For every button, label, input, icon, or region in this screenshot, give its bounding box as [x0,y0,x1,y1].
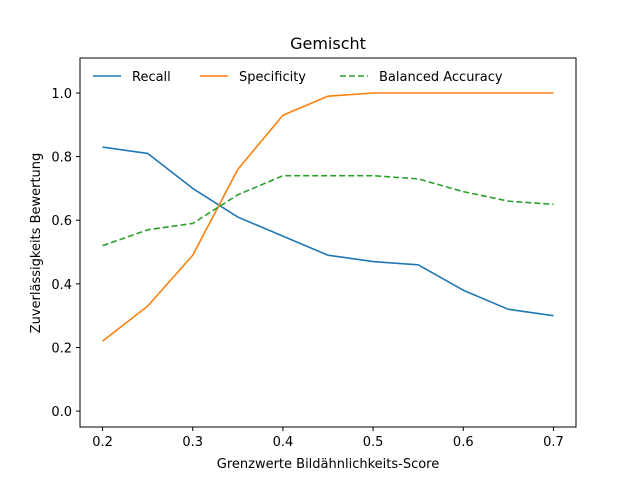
x-tick-label: 0.5 [363,435,384,450]
y-tick-label: 0.0 [51,405,72,420]
x-tick-label: 0.2 [92,435,113,450]
y-tick-label: 0.8 [51,151,72,166]
y-axis: 0.0 0.2 0.4 0.6 0.8 1.0 [51,87,80,420]
y-tick-label: 1.0 [51,87,72,102]
legend-label: Recall [132,70,171,85]
x-axis: 0.2 0.3 0.4 0.5 0.6 0.7 [92,427,564,450]
legend-label: Balanced Accuracy [379,70,503,85]
series-line-specificity [102,92,554,342]
x-tick-label: 0.4 [273,435,294,450]
series-line-recall [102,146,554,317]
chart-title: Gemischt [290,34,366,53]
x-tick-label: 0.7 [543,435,564,450]
x-axis-label: Grenzwerte Bildähnlichkeits-Score [217,457,440,472]
y-tick-label: 0.2 [51,341,72,356]
y-tick-label: 0.4 [51,278,72,293]
legend: Recall Specificity Balanced Accuracy [93,70,503,85]
plot-frame [79,57,577,428]
series-layer [102,92,554,342]
x-tick-label: 0.3 [182,435,203,450]
y-tick-label: 0.6 [51,214,72,229]
legend-label: Specificity [239,70,306,85]
x-tick-label: 0.6 [453,435,474,450]
y-axis-label: Zuverlässigkeits Bewertung [29,153,44,334]
